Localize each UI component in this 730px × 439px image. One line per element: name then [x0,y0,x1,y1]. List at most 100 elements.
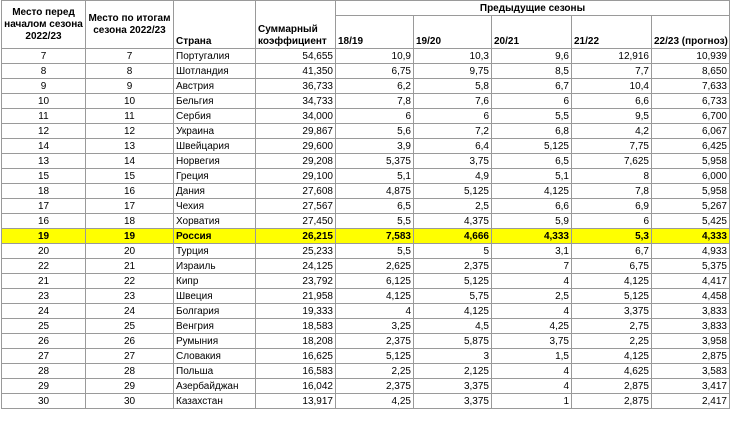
cell-season: 3,417 [651,378,730,394]
cell-total: 29,600 [255,138,336,154]
table-row: 8 8 Шотландия 41,350 6,75 9,75 8,5 7,7 8,650 [1,63,730,79]
cell-rank-before: 17 [1,198,86,214]
cell-country: Польша [173,363,256,379]
cell-season: 6,6 [491,198,572,214]
cell-season: 5,75 [413,288,492,304]
header-total: Суммарный коэффициент [255,0,336,49]
cell-total: 27,608 [255,183,336,199]
cell-season: 4,333 [491,228,572,244]
cell-season: 7,6 [413,93,492,109]
table-row: 12 12 Украина 29,867 5,6 7,2 6,8 4,2 6,067 [1,123,730,139]
cell-season: 3 [413,348,492,364]
cell-season: 1,5 [491,348,572,364]
cell-season: 7 [491,258,572,274]
cell-total: 29,208 [255,153,336,169]
cell-total: 54,655 [255,48,336,64]
table-row: 27 27 Словакия 16,625 5,125 3 1,5 4,125 2,875 [1,348,730,364]
cell-season: 2,417 [651,393,730,409]
cell-season: 6,75 [335,63,414,79]
cell-season: 6,733 [651,93,730,109]
cell-country: Россия [173,228,256,244]
cell-rank-after: 16 [85,183,174,199]
cell-rank-before: 13 [1,153,86,169]
cell-country: Норвегия [173,153,256,169]
cell-season: 4,666 [413,228,492,244]
cell-season: 4,2 [571,123,652,139]
cell-season: 3,1 [491,243,572,259]
cell-total: 41,350 [255,63,336,79]
cell-rank-before: 29 [1,378,86,394]
cell-total: 19,333 [255,303,336,319]
cell-rank-after: 13 [85,138,174,154]
cell-season: 5 [413,243,492,259]
cell-rank-before: 23 [1,288,86,304]
cell-season: 4,5 [413,318,492,334]
table-row: 22 21 Израиль 24,125 2,625 2,375 7 6,75 5,375 [1,258,730,274]
cell-season: 4 [491,273,572,289]
cell-season: 5,958 [651,153,730,169]
table-row: 24 24 Болгария 19,333 4 4,125 4 3,375 3,833 [1,303,730,319]
cell-season: 6,4 [413,138,492,154]
cell-season: 1 [491,393,572,409]
cell-season: 6,7 [571,243,652,259]
cell-season: 4,125 [571,348,652,364]
cell-rank-after: 23 [85,288,174,304]
cell-season: 4,25 [491,318,572,334]
cell-season: 8,650 [651,63,730,79]
table-row: 21 22 Кипр 23,792 6,125 5,125 4 4,125 4,417 [1,273,730,289]
cell-total: 16,583 [255,363,336,379]
cell-country: Швеция [173,288,256,304]
cell-season: 6,700 [651,108,730,124]
cell-rank-after: 9 [85,78,174,94]
cell-country: Чехия [173,198,256,214]
cell-season: 5,958 [651,183,730,199]
table-row: 29 29 Азербайджан 16,042 2,375 3,375 4 2,875 3,4… [1,378,730,394]
table-row: 30 30 Казахстан 13,917 4,25 3,375 1 2,875 2,417 [1,393,730,409]
cell-rank-before: 18 [1,183,86,199]
cell-rank-after: 29 [85,378,174,394]
cell-rank-after: 15 [85,168,174,184]
cell-rank-before: 12 [1,123,86,139]
table-row: 7 7 Португалия 54,655 10,9 10,3 9,6 12,916 10,93… [1,48,730,64]
cell-season: 5,5 [335,243,414,259]
cell-total: 27,567 [255,198,336,214]
cell-rank-before: 19 [1,228,86,244]
cell-total: 29,867 [255,123,336,139]
cell-season: 2,625 [335,258,414,274]
cell-season: 4,375 [413,213,492,229]
cell-season: 6,6 [571,93,652,109]
cell-rank-after: 18 [85,213,174,229]
cell-total: 26,215 [255,228,336,244]
cell-season: 3,75 [413,153,492,169]
cell-rank-after: 28 [85,363,174,379]
cell-rank-before: 21 [1,273,86,289]
cell-rank-after: 30 [85,393,174,409]
cell-season: 2,25 [335,363,414,379]
cell-season: 5,6 [335,123,414,139]
cell-country: Словакия [173,348,256,364]
cell-season: 4 [335,303,414,319]
cell-season: 6 [335,108,414,124]
cell-season: 6,125 [335,273,414,289]
cell-rank-after: 22 [85,273,174,289]
cell-rank-before: 24 [1,303,86,319]
cell-rank-after: 19 [85,228,174,244]
cell-rank-before: 11 [1,108,86,124]
cell-country: Кипр [173,273,256,289]
cell-season: 2,75 [571,318,652,334]
cell-season: 7,8 [571,183,652,199]
cell-season: 12,916 [571,48,652,64]
cell-country: Азербайджан [173,378,256,394]
cell-total: 18,583 [255,318,336,334]
cell-season: 9,5 [571,108,652,124]
cell-season: 3,958 [651,333,730,349]
table-row: 19 19 Россия 26,215 7,583 4,666 4,333 5,3 4,333 [1,228,730,244]
table-row: 10 10 Бельгия 34,733 7,8 7,6 6 6,6 6,733 [1,93,730,109]
cell-season: 2,875 [651,348,730,364]
header-season: 21/22 [571,15,652,49]
header-season: 18/19 [335,15,414,49]
cell-season: 5,425 [651,213,730,229]
cell-rank-before: 22 [1,258,86,274]
cell-country: Швейцария [173,138,256,154]
cell-total: 23,792 [255,273,336,289]
